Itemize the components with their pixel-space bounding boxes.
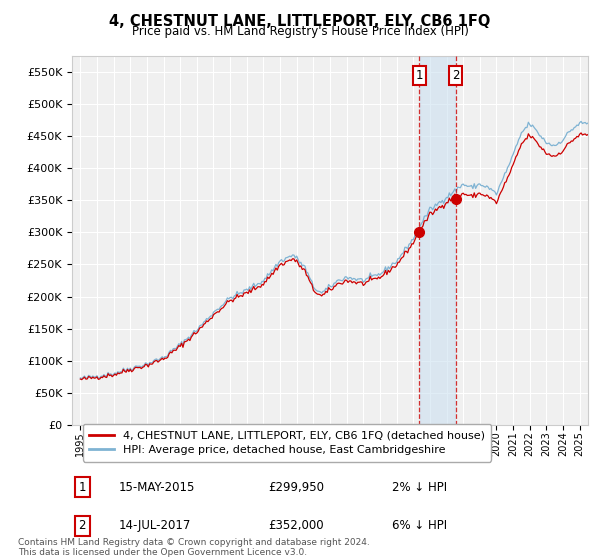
Text: 2: 2: [79, 519, 86, 533]
Text: 2: 2: [452, 69, 459, 82]
Text: 14-JUL-2017: 14-JUL-2017: [118, 519, 191, 533]
Text: 4, CHESTNUT LANE, LITTLEPORT, ELY, CB6 1FQ: 4, CHESTNUT LANE, LITTLEPORT, ELY, CB6 1…: [109, 14, 491, 29]
Text: 2% ↓ HPI: 2% ↓ HPI: [392, 480, 447, 493]
Text: 1: 1: [79, 480, 86, 493]
Legend: 4, CHESTNUT LANE, LITTLEPORT, ELY, CB6 1FQ (detached house), HPI: Average price,: 4, CHESTNUT LANE, LITTLEPORT, ELY, CB6 1…: [83, 424, 491, 461]
Text: Price paid vs. HM Land Registry's House Price Index (HPI): Price paid vs. HM Land Registry's House …: [131, 25, 469, 38]
Text: £299,950: £299,950: [268, 480, 324, 493]
Text: 6% ↓ HPI: 6% ↓ HPI: [392, 519, 447, 533]
Text: 1: 1: [416, 69, 423, 82]
Text: Contains HM Land Registry data © Crown copyright and database right 2024.
This d: Contains HM Land Registry data © Crown c…: [18, 538, 370, 557]
Text: 15-MAY-2015: 15-MAY-2015: [118, 480, 195, 493]
Text: £352,000: £352,000: [268, 519, 324, 533]
